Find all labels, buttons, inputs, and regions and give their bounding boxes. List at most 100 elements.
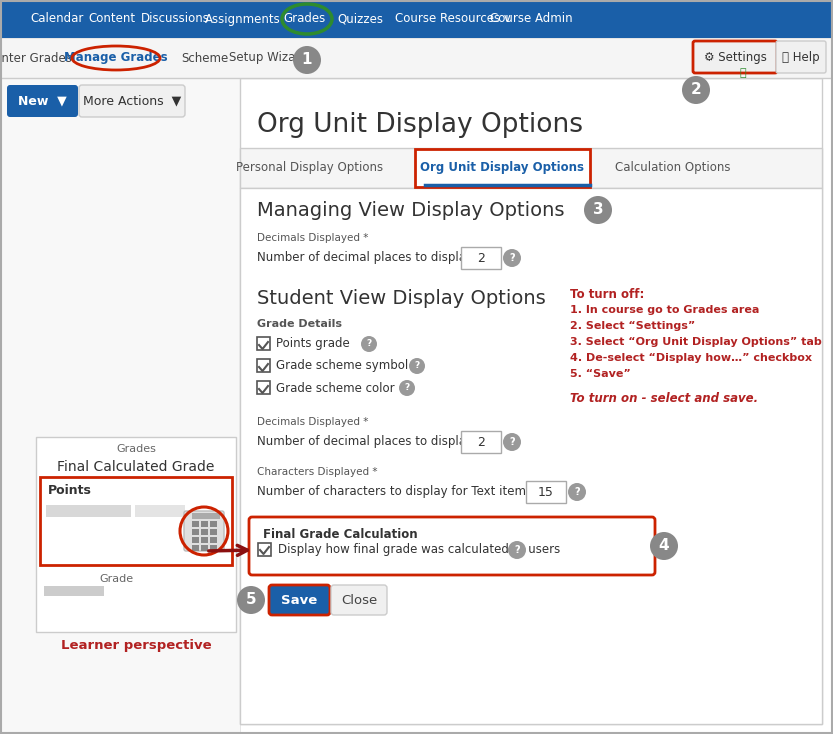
Circle shape — [409, 358, 425, 374]
FancyBboxPatch shape — [46, 505, 131, 517]
FancyBboxPatch shape — [135, 505, 185, 517]
Text: Decimals Displayed *: Decimals Displayed * — [257, 417, 368, 427]
Text: Scheme: Scheme — [182, 51, 228, 65]
FancyBboxPatch shape — [461, 431, 501, 453]
FancyBboxPatch shape — [192, 521, 199, 527]
FancyBboxPatch shape — [79, 85, 185, 117]
Text: ?: ? — [509, 253, 515, 263]
Text: Managing View Display Options: Managing View Display Options — [257, 200, 565, 219]
Circle shape — [503, 249, 521, 267]
Text: Characters Displayed *: Characters Displayed * — [257, 467, 377, 477]
FancyBboxPatch shape — [7, 85, 78, 117]
FancyBboxPatch shape — [192, 537, 199, 543]
FancyBboxPatch shape — [192, 513, 220, 519]
FancyBboxPatch shape — [240, 148, 822, 188]
Text: ?: ? — [404, 383, 410, 393]
Text: Display how final grade was calculated to users: Display how final grade was calculated t… — [278, 543, 561, 556]
FancyBboxPatch shape — [693, 41, 777, 73]
Text: 3: 3 — [593, 203, 603, 217]
Text: Number of decimal places to display: Number of decimal places to display — [257, 435, 473, 448]
Text: Final Calculated Grade: Final Calculated Grade — [57, 460, 215, 474]
Text: ?: ? — [574, 487, 580, 497]
Text: Decimals Displayed *: Decimals Displayed * — [257, 233, 368, 243]
Text: Grades: Grades — [116, 444, 156, 454]
Text: Org Unit Display Options: Org Unit Display Options — [420, 161, 584, 175]
Text: To turn on - select and save.: To turn on - select and save. — [570, 391, 758, 404]
Text: Points grade: Points grade — [276, 338, 350, 351]
FancyBboxPatch shape — [201, 545, 208, 551]
Text: Assignments: Assignments — [205, 12, 281, 26]
FancyBboxPatch shape — [0, 38, 833, 78]
Text: 👆: 👆 — [740, 68, 746, 78]
FancyBboxPatch shape — [461, 247, 501, 269]
Circle shape — [508, 541, 526, 559]
Circle shape — [399, 380, 415, 396]
FancyBboxPatch shape — [415, 149, 590, 187]
Text: Final Grade Calculation: Final Grade Calculation — [263, 528, 417, 540]
FancyBboxPatch shape — [257, 359, 270, 372]
Text: ⚙ Settings: ⚙ Settings — [704, 51, 766, 64]
Text: New  ▼: New ▼ — [17, 95, 67, 107]
Text: Number of characters to display for Text items: Number of characters to display for Text… — [257, 485, 532, 498]
FancyBboxPatch shape — [201, 529, 208, 535]
Text: Discussions: Discussions — [141, 12, 210, 26]
Circle shape — [650, 532, 678, 560]
FancyBboxPatch shape — [240, 78, 822, 724]
FancyBboxPatch shape — [210, 545, 217, 551]
Text: Grade: Grade — [99, 574, 133, 584]
Text: 5: 5 — [246, 592, 257, 608]
Circle shape — [584, 196, 612, 224]
Circle shape — [568, 483, 586, 501]
Circle shape — [361, 336, 377, 352]
Text: Course Resources v: Course Resources v — [395, 12, 511, 26]
FancyBboxPatch shape — [258, 543, 271, 556]
FancyBboxPatch shape — [192, 529, 199, 535]
Text: Close: Close — [341, 594, 377, 606]
Text: 2: 2 — [691, 82, 701, 98]
Text: Grade scheme symbol: Grade scheme symbol — [276, 360, 408, 372]
FancyBboxPatch shape — [210, 529, 217, 535]
Text: Course Admin: Course Admin — [490, 12, 572, 26]
FancyBboxPatch shape — [44, 586, 104, 596]
Text: Content: Content — [88, 12, 135, 26]
Text: ❓ Help: ❓ Help — [782, 51, 820, 64]
Text: Grades: Grades — [283, 12, 325, 26]
FancyBboxPatch shape — [269, 585, 330, 615]
FancyBboxPatch shape — [192, 545, 199, 551]
FancyBboxPatch shape — [240, 188, 822, 724]
Circle shape — [503, 433, 521, 451]
Text: Personal Display Options: Personal Display Options — [237, 161, 383, 175]
Text: Number of decimal places to display: Number of decimal places to display — [257, 252, 473, 264]
FancyBboxPatch shape — [526, 481, 566, 503]
FancyBboxPatch shape — [776, 41, 826, 73]
Text: 5. “Save”: 5. “Save” — [570, 369, 631, 379]
FancyBboxPatch shape — [201, 521, 208, 527]
FancyBboxPatch shape — [210, 521, 217, 527]
Text: 4. De-select “Display how…” checkbox: 4. De-select “Display how…” checkbox — [570, 353, 812, 363]
FancyBboxPatch shape — [0, 78, 240, 734]
FancyBboxPatch shape — [331, 585, 387, 615]
Text: 15: 15 — [538, 485, 554, 498]
Text: ?: ? — [509, 437, 515, 447]
Text: Calendar: Calendar — [30, 12, 83, 26]
Text: 1: 1 — [302, 53, 312, 68]
Text: 2. Select “Settings”: 2. Select “Settings” — [570, 321, 696, 331]
Text: More Actions  ▼: More Actions ▼ — [82, 95, 181, 107]
Text: Points: Points — [48, 484, 92, 498]
Text: Quizzes: Quizzes — [337, 12, 383, 26]
FancyBboxPatch shape — [201, 537, 208, 543]
Text: Enter Grades: Enter Grades — [0, 51, 72, 65]
FancyBboxPatch shape — [249, 517, 655, 575]
Text: Grade Details: Grade Details — [257, 319, 342, 329]
Text: Calculation Options: Calculation Options — [616, 161, 731, 175]
Text: Org Unit Display Options: Org Unit Display Options — [257, 112, 583, 138]
Text: Student View Display Options: Student View Display Options — [257, 288, 546, 308]
Text: 2: 2 — [477, 435, 485, 448]
Text: Grade scheme color: Grade scheme color — [276, 382, 395, 394]
Text: Setup Wizard: Setup Wizard — [229, 51, 307, 65]
FancyBboxPatch shape — [0, 0, 833, 38]
Text: ?: ? — [414, 362, 420, 371]
Text: ?: ? — [367, 340, 372, 349]
Text: ?: ? — [514, 545, 520, 555]
Text: Learner perspective: Learner perspective — [61, 639, 212, 653]
